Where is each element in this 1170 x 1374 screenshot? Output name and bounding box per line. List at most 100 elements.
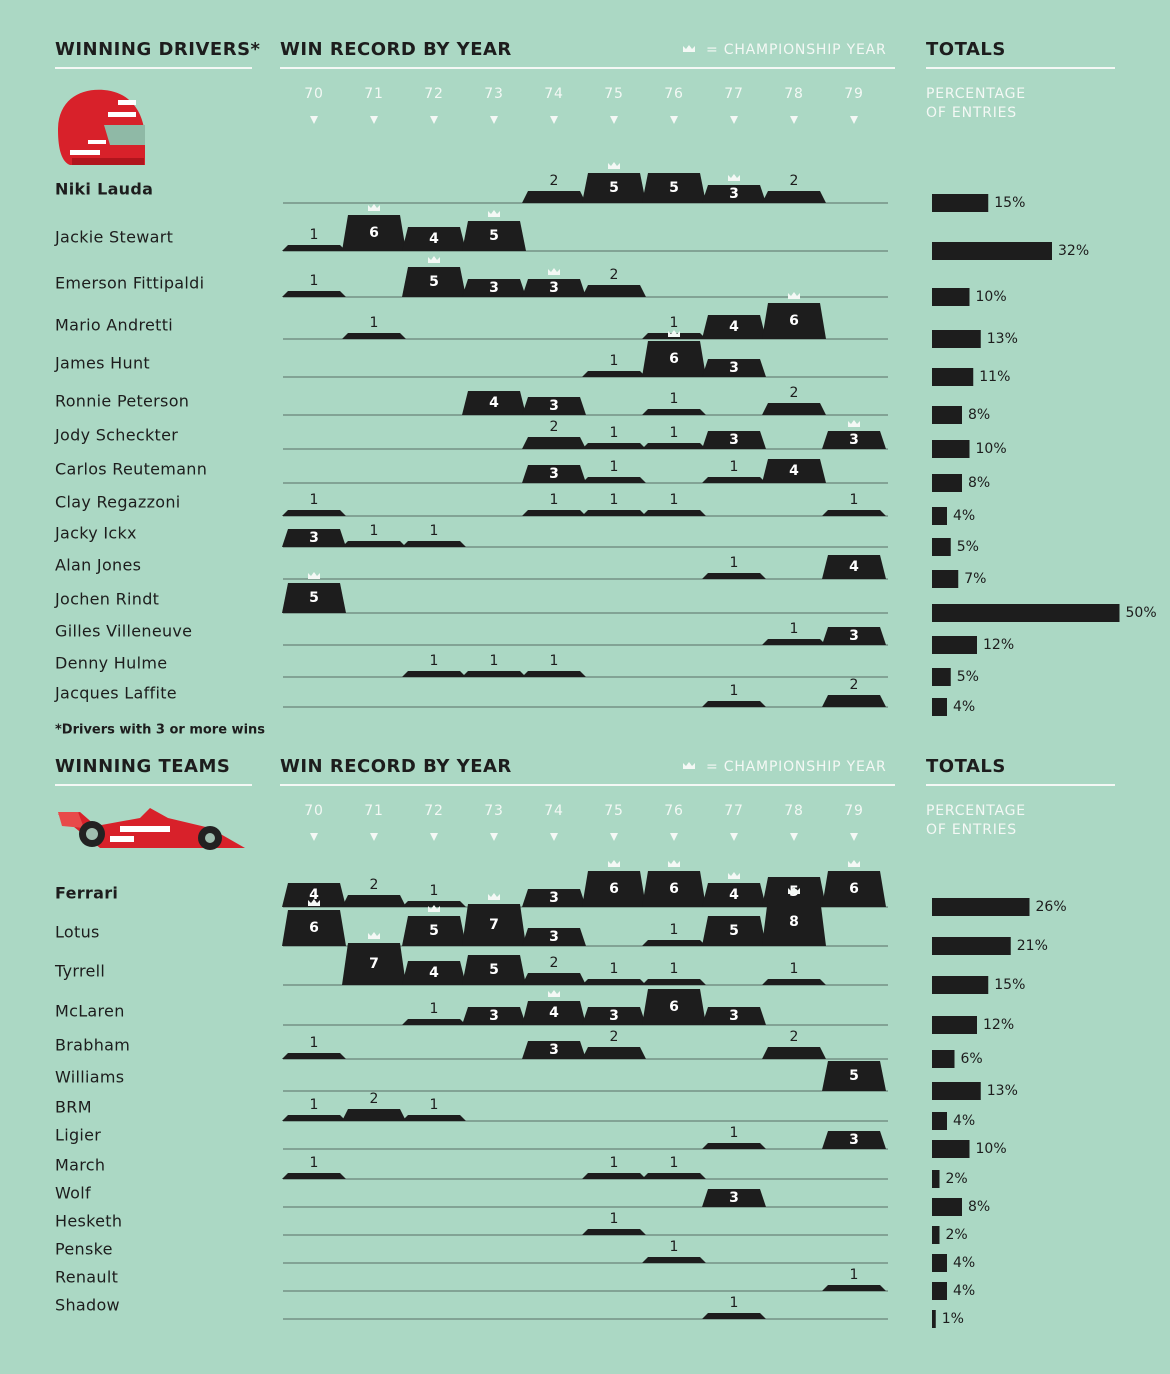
win-bar [582,1173,646,1179]
total-label: 10% [976,1141,1007,1157]
championship-crown [608,860,620,867]
value-label-inside: 6 [669,881,679,897]
win-bar [642,1257,706,1263]
row-name: Penske [55,1240,113,1259]
value-label: 1 [670,1239,679,1255]
total-label: 12% [983,637,1014,653]
value-label-inside: 4 [429,965,439,981]
value-label: 1 [670,315,679,331]
year-label: 78 [784,86,803,102]
win-bar [582,979,646,985]
win-bar [762,459,826,483]
win-bar [282,883,346,907]
win-bar [282,510,346,516]
helmet-icon [58,89,145,165]
row-name: Alan Jones [55,556,141,575]
championship-crown [548,990,560,997]
total-bar [932,698,947,716]
value-label: 2 [610,267,619,283]
value-label: 1 [850,492,859,508]
value-label: 2 [850,677,859,693]
win-bar [642,979,706,985]
championship-crown [308,572,320,579]
value-label: 2 [790,385,799,401]
year-marker [370,833,378,841]
value-label-inside: 5 [429,923,439,939]
total-bar [932,507,947,525]
value-label: 1 [550,653,559,669]
win-bar [342,943,406,985]
win-bar [822,871,886,907]
total-bar [932,1282,947,1300]
value-label-inside: 3 [549,466,559,482]
value-label-inside: 5 [669,180,679,196]
row-name: Niki Lauda [55,180,153,199]
win-bar [402,901,466,907]
total-label: 8% [968,407,990,423]
value-label: 2 [550,173,559,189]
legend: = CHAMPIONSHIP YEAR [706,42,887,58]
total-label: 32% [1058,243,1089,259]
value-label: 1 [730,555,739,571]
value-label-inside: 3 [549,280,559,296]
value-label-inside: 3 [849,432,859,448]
total-label: 15% [994,977,1025,993]
win-bar [522,191,586,203]
value-label-inside: 3 [729,186,739,202]
value-label: 1 [610,1211,619,1227]
value-label-inside: 3 [729,1008,739,1024]
win-bar [522,928,586,946]
total-bar [932,1050,955,1068]
row-name: BRM [55,1098,92,1117]
total-bar [932,242,1052,260]
championship-crown [668,330,680,337]
win-bar [762,898,826,946]
year-marker [790,833,798,841]
legend-crown [683,762,695,769]
row-name: Denny Hulme [55,654,167,673]
total-label: 5% [957,669,979,685]
total-label: 8% [968,1199,990,1215]
value-label: 1 [490,653,499,669]
win-bar [402,916,466,946]
win-bar [282,1173,346,1179]
value-label: 1 [670,425,679,441]
championship-crown [788,887,800,894]
year-marker [370,116,378,124]
win-bar [402,227,466,251]
value-label-inside: 5 [609,180,619,196]
value-label: 1 [370,523,379,539]
total-label: 12% [983,1017,1014,1033]
value-label: 1 [670,922,679,938]
year-label: 71 [364,86,383,102]
value-label-inside: 5 [309,590,319,606]
value-label: 1 [310,1035,319,1051]
value-label: 2 [370,877,379,893]
win-bar [402,267,466,297]
year-label: 76 [664,86,683,102]
value-label-inside: 5 [429,274,439,290]
total-bar [932,570,959,588]
row-name: McLaren [55,1002,125,1021]
value-label-inside: 6 [369,225,379,241]
section-title: WINNING DRIVERS* [55,39,261,60]
year-label: 72 [424,86,443,102]
value-label: 2 [370,1091,379,1107]
win-bar [762,979,826,985]
win-bar [762,639,826,645]
total-label: 4% [953,508,975,524]
win-bar [402,671,466,677]
year-marker [730,116,738,124]
total-label: 15% [994,195,1025,211]
year-label: 70 [304,86,323,102]
row-name: Wolf [55,1184,91,1203]
win-bar [702,1189,766,1207]
year-marker [670,116,678,124]
row-name: James Hunt [54,354,150,373]
year-label: 77 [724,86,743,102]
win-bar [702,431,766,449]
chart-title: WIN RECORD BY YEAR [280,39,512,60]
value-label-inside: 6 [789,313,799,329]
value-label: 2 [790,1029,799,1045]
